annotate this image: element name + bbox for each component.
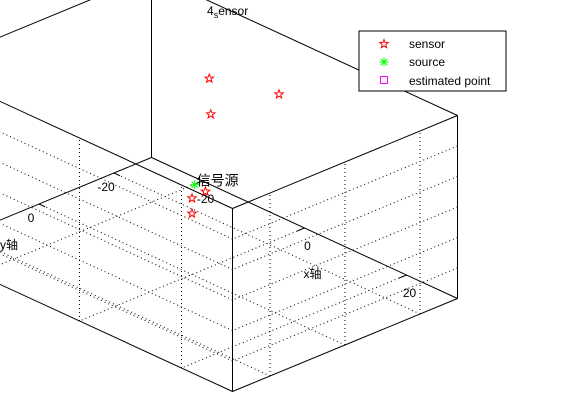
legend-marker-glyph [378, 38, 390, 49]
y-axis-label: y轴 [0, 237, 18, 252]
legend-marker-asterisk [379, 57, 389, 67]
data-point-sensor [186, 207, 198, 219]
y-tick-label: 0 [28, 211, 35, 225]
tick-mark [113, 172, 121, 177]
y-tick-label: -20 [97, 180, 115, 194]
grid-line [38, 203, 346, 346]
grid-line [0, 192, 233, 301]
data-point-sensor [205, 108, 217, 120]
legend-marker-glyph [380, 76, 388, 84]
grid-line [0, 161, 233, 270]
data-point-sensor [203, 72, 215, 84]
grid-line [0, 180, 203, 266]
legend-label-estimated-point: estimated point [409, 74, 491, 88]
grid-line [232, 176, 458, 270]
box-edge [0, 283, 233, 392]
legend-marker-glyph [379, 57, 389, 67]
box-edge [232, 115, 458, 209]
grid-line [232, 145, 458, 240]
box-edge [205, 0, 458, 116]
x-tick-label: 20 [403, 286, 417, 300]
data-point-sensor [186, 192, 198, 204]
chart-title-main: 4 [207, 4, 214, 18]
grid-line [0, 251, 271, 377]
chart-title-rest: ensor [218, 4, 248, 18]
grid-line [232, 267, 458, 362]
data-points [186, 72, 285, 219]
legend-marker-square [380, 76, 388, 84]
grid-line [113, 172, 421, 315]
x-axis-label: x轴 [303, 266, 321, 281]
axis-labels: x轴y轴z轴 [0, 237, 322, 281]
data-point-source [190, 180, 200, 190]
box-edge [0, 157, 152, 221]
grid-lines [0, 131, 458, 377]
x-tick-label: -20 [197, 192, 215, 206]
legend-entry-sensor: sensor [378, 37, 445, 51]
tick-mark [296, 227, 305, 232]
legend-label-source: source [409, 55, 445, 69]
legend-marker-pentagram [378, 38, 390, 49]
grid-line [232, 237, 458, 331]
grid-line [0, 222, 233, 331]
box-edge [232, 298, 458, 392]
legend-entry-source: source [379, 55, 445, 69]
legend-label-sensor: sensor [409, 37, 445, 51]
legend-entry-estimated-point: estimated point [380, 74, 491, 88]
data-point-sensor [273, 88, 285, 100]
grid-line [0, 131, 233, 240]
box-edge [0, 0, 92, 38]
tick-mark [38, 203, 46, 208]
chart-title-subscript: s [214, 10, 219, 20]
axes-box [0, 0, 458, 392]
x-tick-label: 0 [304, 239, 311, 253]
box-edge [0, 100, 233, 209]
annotation-label: 信号源 [197, 173, 239, 189]
chart-title: 4sensor [207, 4, 248, 20]
grid-line [0, 253, 233, 362]
annotations: 信号源 [197, 173, 239, 189]
legend: sensor source estimated point [358, 30, 507, 92]
tick-mark [398, 274, 407, 279]
data-point-sensor [199, 185, 212, 197]
grid-line [232, 206, 458, 301]
